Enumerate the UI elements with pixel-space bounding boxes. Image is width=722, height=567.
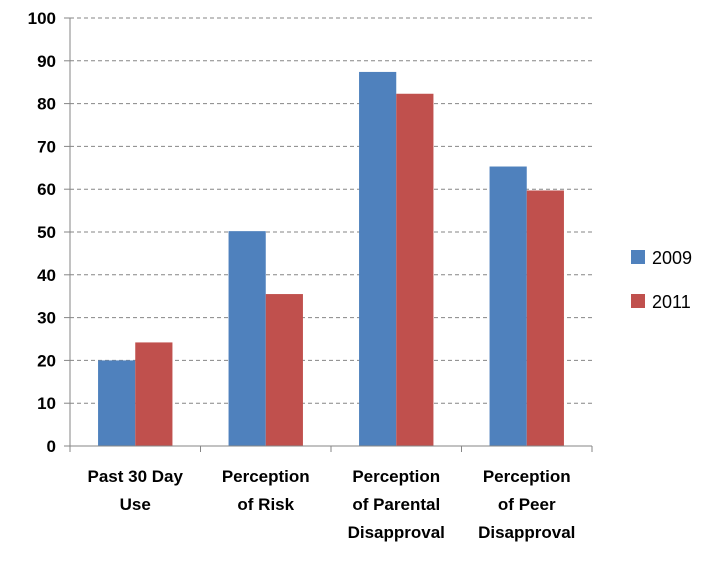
y-tick-label-20: 20 [37, 351, 56, 370]
y-tick-labels: 0 10 20 30 40 50 60 70 80 90 100 [28, 9, 56, 456]
y-tick-label-0: 0 [47, 437, 56, 456]
x-category-label-line: Perception [222, 467, 310, 486]
x-category-label-line: Use [120, 495, 151, 514]
bar-2009-3 [489, 166, 527, 447]
x-category-label-1: Perception of Risk [222, 467, 310, 514]
y-tick-label-90: 90 [37, 52, 56, 71]
legend: 2009 2011 [631, 248, 692, 312]
x-category-label-line: Past 30 Day [88, 467, 184, 486]
y-tick-label-100: 100 [28, 9, 56, 28]
x-category-label-line: Perception [483, 467, 571, 486]
legend-swatch-2011 [631, 294, 645, 308]
y-tick-label-70: 70 [37, 137, 56, 156]
y-tick-label-50: 50 [37, 223, 56, 242]
bar-2011-2 [396, 93, 434, 447]
y-tick-label-10: 10 [37, 394, 56, 413]
x-category-label-line: Perception [352, 467, 440, 486]
legend-label-2011: 2011 [652, 292, 691, 312]
x-category-label-line: of Peer [498, 495, 556, 514]
x-category-label-3: Perception of Peer Disapproval [478, 467, 575, 542]
bar-2011-0 [135, 342, 173, 446]
y-tick-label-80: 80 [37, 95, 56, 114]
y-tick-label-40: 40 [37, 266, 56, 285]
x-category-label-line: of Parental [352, 495, 440, 514]
x-category-label-2: Perception of Parental Disapproval [348, 467, 445, 542]
bar-2009-2 [359, 71, 397, 446]
legend-swatch-2009 [631, 250, 645, 264]
y-tick-label-60: 60 [37, 180, 56, 199]
bar-2009-0 [98, 360, 136, 446]
bar-2009-1 [228, 231, 266, 446]
x-category-label-0: Past 30 Day Use [88, 467, 184, 514]
bars [98, 71, 564, 447]
x-category-label-line: of Risk [237, 495, 294, 514]
bar-2011-1 [265, 294, 303, 446]
legend-label-2009: 2009 [652, 248, 692, 268]
axes [64, 17, 593, 452]
x-category-label-line: Disapproval [348, 523, 445, 542]
y-tick-label-30: 30 [37, 309, 56, 328]
x-category-label-line: Disapproval [478, 523, 575, 542]
bar-2011-3 [526, 190, 564, 446]
